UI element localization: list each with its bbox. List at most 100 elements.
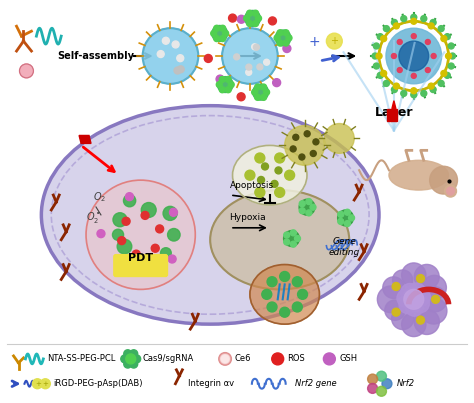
Ellipse shape bbox=[250, 264, 319, 324]
Circle shape bbox=[345, 209, 350, 215]
Circle shape bbox=[313, 139, 319, 145]
Circle shape bbox=[253, 84, 269, 100]
Circle shape bbox=[385, 300, 405, 320]
Circle shape bbox=[425, 39, 430, 44]
Text: Laser: Laser bbox=[374, 106, 413, 118]
Circle shape bbox=[19, 64, 33, 78]
Circle shape bbox=[264, 59, 270, 65]
Circle shape bbox=[177, 66, 184, 73]
Circle shape bbox=[310, 204, 316, 210]
Text: $O_2^\bullet$: $O_2^\bullet$ bbox=[86, 210, 101, 225]
Circle shape bbox=[141, 203, 156, 218]
Circle shape bbox=[123, 195, 136, 207]
Circle shape bbox=[401, 283, 419, 301]
Circle shape bbox=[392, 19, 397, 25]
Circle shape bbox=[397, 289, 415, 307]
Text: Cas9/sgRNA: Cas9/sgRNA bbox=[143, 354, 194, 364]
Circle shape bbox=[245, 10, 261, 26]
Circle shape bbox=[447, 187, 455, 195]
Circle shape bbox=[124, 350, 132, 358]
Circle shape bbox=[143, 28, 198, 84]
Circle shape bbox=[285, 170, 295, 180]
Circle shape bbox=[268, 17, 276, 25]
Circle shape bbox=[280, 307, 290, 317]
Circle shape bbox=[168, 229, 180, 241]
Circle shape bbox=[446, 53, 452, 59]
Circle shape bbox=[306, 210, 312, 216]
Circle shape bbox=[376, 53, 382, 59]
Circle shape bbox=[292, 302, 302, 312]
Circle shape bbox=[372, 53, 378, 59]
Circle shape bbox=[414, 264, 439, 289]
Circle shape bbox=[161, 248, 171, 258]
Ellipse shape bbox=[389, 160, 448, 190]
Circle shape bbox=[337, 210, 354, 226]
Circle shape bbox=[121, 355, 129, 363]
Text: Apoptosis: Apoptosis bbox=[230, 181, 274, 190]
Polygon shape bbox=[387, 109, 397, 120]
Circle shape bbox=[431, 54, 436, 58]
Circle shape bbox=[422, 275, 447, 300]
Circle shape bbox=[438, 26, 444, 31]
Circle shape bbox=[284, 239, 290, 245]
Circle shape bbox=[132, 250, 140, 258]
Circle shape bbox=[245, 170, 255, 180]
Circle shape bbox=[126, 193, 134, 201]
Circle shape bbox=[163, 206, 177, 220]
Circle shape bbox=[299, 208, 305, 214]
Circle shape bbox=[234, 54, 240, 60]
Circle shape bbox=[448, 43, 454, 49]
Circle shape bbox=[283, 45, 291, 52]
Circle shape bbox=[323, 353, 335, 365]
Circle shape bbox=[40, 379, 50, 389]
Circle shape bbox=[275, 167, 282, 174]
Circle shape bbox=[285, 125, 324, 165]
Circle shape bbox=[405, 298, 423, 316]
Text: PDT: PDT bbox=[128, 253, 153, 263]
Circle shape bbox=[411, 73, 416, 78]
Circle shape bbox=[168, 255, 176, 263]
Circle shape bbox=[284, 232, 290, 238]
Circle shape bbox=[214, 25, 219, 31]
Circle shape bbox=[222, 28, 278, 84]
Circle shape bbox=[376, 386, 386, 396]
Circle shape bbox=[292, 277, 302, 287]
Circle shape bbox=[417, 316, 425, 324]
Circle shape bbox=[274, 35, 280, 41]
Circle shape bbox=[444, 34, 450, 39]
Circle shape bbox=[170, 208, 177, 216]
Circle shape bbox=[381, 35, 387, 42]
Text: Self-assembly: Self-assembly bbox=[57, 51, 135, 61]
Circle shape bbox=[383, 277, 404, 299]
Circle shape bbox=[428, 83, 434, 89]
Circle shape bbox=[399, 296, 417, 314]
Circle shape bbox=[345, 220, 350, 226]
Circle shape bbox=[430, 19, 436, 25]
Circle shape bbox=[112, 229, 124, 240]
Circle shape bbox=[430, 87, 436, 93]
Circle shape bbox=[123, 268, 131, 276]
Circle shape bbox=[397, 68, 402, 73]
Circle shape bbox=[244, 15, 250, 21]
Circle shape bbox=[253, 10, 258, 16]
Circle shape bbox=[421, 16, 427, 22]
Circle shape bbox=[124, 360, 132, 368]
Circle shape bbox=[228, 81, 234, 87]
Circle shape bbox=[298, 289, 308, 299]
Circle shape bbox=[246, 10, 253, 16]
Circle shape bbox=[246, 69, 252, 75]
Circle shape bbox=[327, 33, 342, 49]
Circle shape bbox=[97, 230, 105, 238]
Circle shape bbox=[228, 14, 237, 22]
Circle shape bbox=[253, 21, 258, 27]
Circle shape bbox=[299, 199, 315, 215]
Circle shape bbox=[219, 87, 225, 93]
Circle shape bbox=[393, 23, 400, 29]
Circle shape bbox=[145, 262, 158, 275]
Text: +: + bbox=[36, 381, 41, 387]
Circle shape bbox=[401, 90, 407, 96]
Circle shape bbox=[275, 187, 285, 197]
Circle shape bbox=[220, 354, 230, 364]
Text: Nrf2 gene: Nrf2 gene bbox=[295, 379, 336, 388]
Circle shape bbox=[252, 89, 258, 95]
